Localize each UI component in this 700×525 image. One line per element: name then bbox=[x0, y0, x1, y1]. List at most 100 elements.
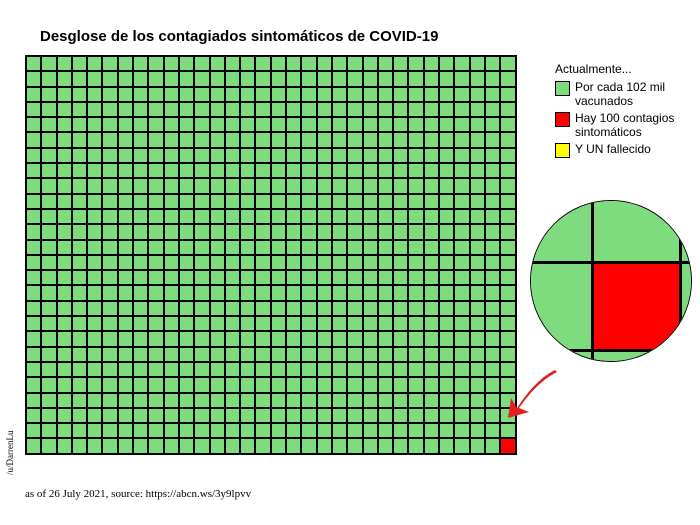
grid-cell bbox=[378, 194, 393, 209]
grid-cell bbox=[271, 87, 286, 102]
footnote: as of 26 July 2021, source: https://abcn… bbox=[25, 488, 251, 500]
grid-cell bbox=[255, 316, 270, 331]
grid-cell bbox=[286, 117, 301, 132]
grid-cell bbox=[500, 178, 515, 193]
grid-cell bbox=[363, 102, 378, 117]
grid-cell bbox=[57, 194, 72, 209]
grid-row bbox=[26, 163, 516, 178]
grid-cell bbox=[164, 438, 179, 453]
grid-cell bbox=[363, 331, 378, 346]
grid-cell bbox=[148, 393, 163, 408]
grid-cell bbox=[500, 132, 515, 147]
grid-cell bbox=[347, 224, 362, 239]
grid-cell bbox=[317, 301, 332, 316]
grid-cell bbox=[118, 117, 133, 132]
grid-cell bbox=[133, 102, 148, 117]
grid-cell bbox=[301, 102, 316, 117]
grid-cell bbox=[26, 194, 41, 209]
grid-cell bbox=[485, 270, 500, 285]
grid-cell bbox=[424, 240, 439, 255]
grid-cell bbox=[194, 438, 209, 453]
grid-cell bbox=[424, 56, 439, 71]
grid-cell bbox=[164, 194, 179, 209]
grid-cell bbox=[133, 331, 148, 346]
grid-cell bbox=[408, 102, 423, 117]
grid-cell bbox=[164, 209, 179, 224]
grid-cell bbox=[210, 132, 225, 147]
grid-cell bbox=[332, 102, 347, 117]
grid-cell bbox=[363, 301, 378, 316]
grid-row bbox=[26, 71, 516, 86]
grid-row bbox=[26, 148, 516, 163]
grid-cell bbox=[194, 87, 209, 102]
grid-cell bbox=[148, 117, 163, 132]
grid-cell bbox=[301, 270, 316, 285]
grid-row bbox=[26, 408, 516, 423]
grid-cell bbox=[41, 438, 56, 453]
grid-cell bbox=[332, 87, 347, 102]
grid-cell bbox=[424, 255, 439, 270]
grid-cell bbox=[255, 393, 270, 408]
grid-cell bbox=[118, 377, 133, 392]
grid-cell bbox=[393, 132, 408, 147]
grid-cell bbox=[470, 71, 485, 86]
grid-cell bbox=[148, 423, 163, 438]
grid-cell bbox=[57, 132, 72, 147]
grid-cell bbox=[408, 347, 423, 362]
grid-cell bbox=[41, 240, 56, 255]
grid-cell bbox=[439, 178, 454, 193]
grid-cell bbox=[41, 331, 56, 346]
grid-row bbox=[26, 301, 516, 316]
grid-cell bbox=[57, 178, 72, 193]
grid-cell bbox=[424, 102, 439, 117]
grid-cell bbox=[72, 56, 87, 71]
grid-cell bbox=[41, 87, 56, 102]
grid-cell bbox=[225, 71, 240, 86]
grid-cell bbox=[347, 423, 362, 438]
grid-cell bbox=[347, 56, 362, 71]
grid-cell bbox=[454, 117, 469, 132]
grid-cell bbox=[393, 209, 408, 224]
grid-cell bbox=[424, 393, 439, 408]
grid-cell bbox=[118, 316, 133, 331]
grid-cell bbox=[470, 132, 485, 147]
grid-cell bbox=[500, 316, 515, 331]
grid-cell bbox=[286, 393, 301, 408]
grid-cell bbox=[500, 331, 515, 346]
grid-cell bbox=[332, 240, 347, 255]
grid-row bbox=[26, 270, 516, 285]
grid-cell bbox=[148, 178, 163, 193]
grid-cell bbox=[286, 87, 301, 102]
grid-cell bbox=[240, 224, 255, 239]
grid-cell bbox=[424, 377, 439, 392]
grid-cell bbox=[439, 87, 454, 102]
grid-cell bbox=[393, 347, 408, 362]
grid-cell bbox=[72, 71, 87, 86]
grid-cell bbox=[500, 209, 515, 224]
grid-cell bbox=[41, 301, 56, 316]
grid-cell bbox=[485, 377, 500, 392]
grid-cell bbox=[179, 224, 194, 239]
grid-cell bbox=[133, 362, 148, 377]
grid-cell bbox=[424, 270, 439, 285]
grid-cell bbox=[485, 393, 500, 408]
grid-cell bbox=[255, 438, 270, 453]
grid-cell bbox=[286, 224, 301, 239]
grid-cell bbox=[363, 408, 378, 423]
grid-cell bbox=[439, 377, 454, 392]
grid-cell bbox=[87, 117, 102, 132]
grid-cell bbox=[164, 224, 179, 239]
grid-cell bbox=[393, 316, 408, 331]
grid-cell bbox=[194, 362, 209, 377]
grid-cell bbox=[102, 132, 117, 147]
grid-cell bbox=[57, 117, 72, 132]
grid-cell bbox=[87, 224, 102, 239]
grid-cell bbox=[87, 132, 102, 147]
grid-cell bbox=[470, 56, 485, 71]
grid-cell bbox=[26, 393, 41, 408]
grid-cell bbox=[332, 423, 347, 438]
grid-cell bbox=[225, 117, 240, 132]
legend-swatch bbox=[555, 112, 570, 127]
grid-cell bbox=[454, 362, 469, 377]
grid-cell bbox=[301, 224, 316, 239]
